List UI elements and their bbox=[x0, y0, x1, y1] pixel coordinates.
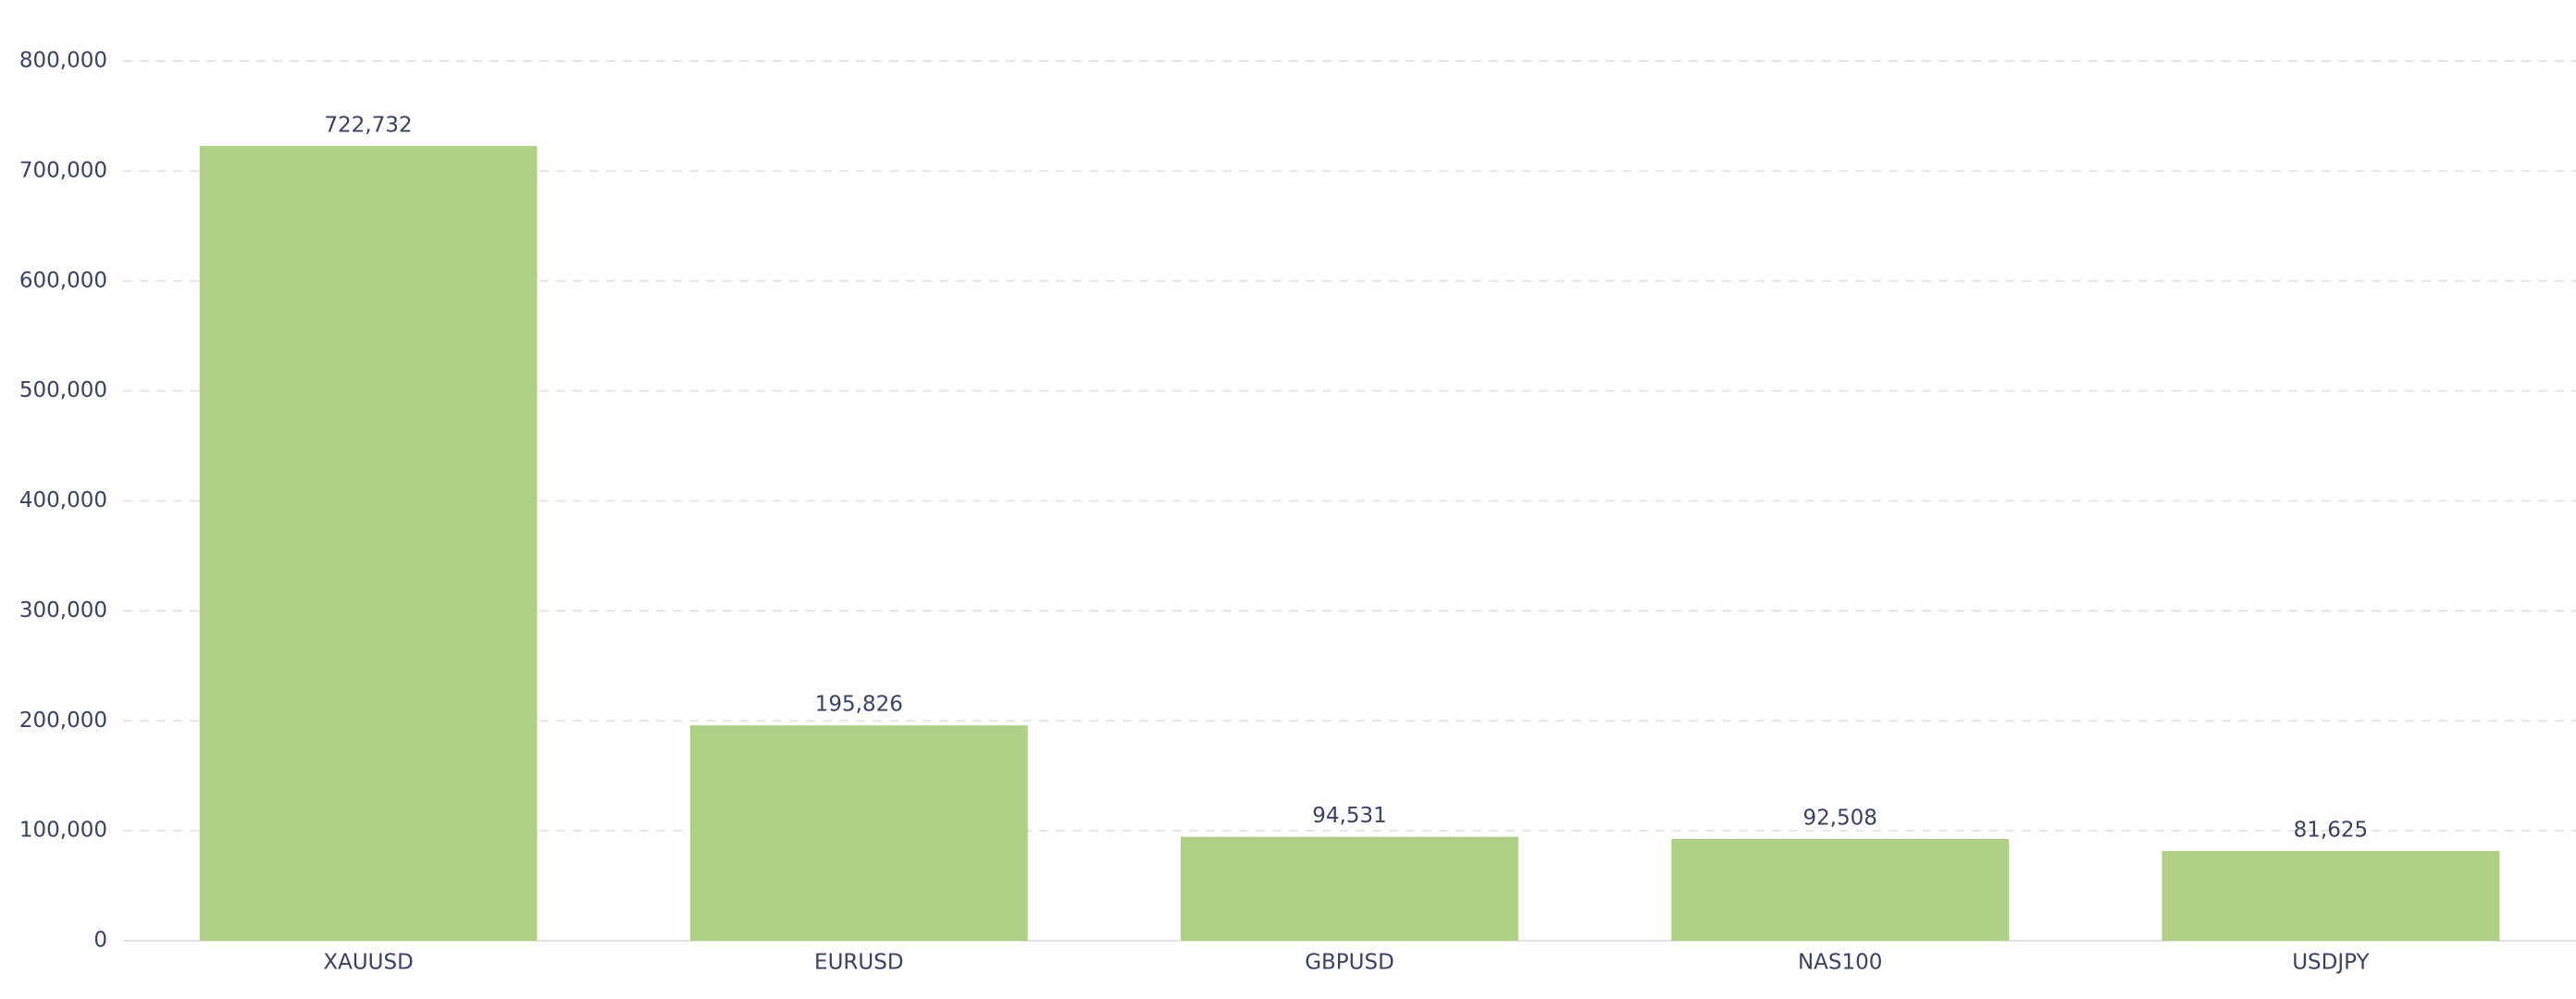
bar bbox=[1671, 839, 2010, 941]
y-tick-label: 600,000 bbox=[19, 268, 107, 292]
y-tick-label: 800,000 bbox=[19, 49, 107, 73]
bar bbox=[2161, 850, 2500, 941]
value-label: 81,625 bbox=[2294, 818, 2368, 842]
value-label: 94,531 bbox=[1312, 804, 1386, 828]
y-tick-label: 200,000 bbox=[19, 709, 107, 733]
x-tick-label: GBPUSD bbox=[1305, 951, 1394, 975]
y-tick-label: 500,000 bbox=[19, 378, 107, 402]
value-label: 92,508 bbox=[1802, 807, 1876, 831]
bar bbox=[199, 145, 538, 941]
x-tick-label: XAUUSD bbox=[323, 951, 413, 975]
y-tick-label: 400,000 bbox=[19, 488, 107, 512]
value-label: 195,826 bbox=[815, 693, 903, 717]
y-tick-label: 700,000 bbox=[19, 158, 107, 182]
y-tick-label: 300,000 bbox=[19, 598, 107, 623]
value-label: 722,732 bbox=[325, 113, 413, 137]
bar bbox=[1181, 836, 1518, 941]
y-tick-label: 100,000 bbox=[19, 819, 107, 843]
bar bbox=[689, 725, 1028, 941]
y-tick-label: 0 bbox=[93, 929, 107, 953]
x-tick-label: NAS100 bbox=[1798, 951, 1882, 975]
x-tick-label: EURUSD bbox=[814, 951, 904, 975]
x-tick-label: USDJPY bbox=[2292, 951, 2370, 975]
